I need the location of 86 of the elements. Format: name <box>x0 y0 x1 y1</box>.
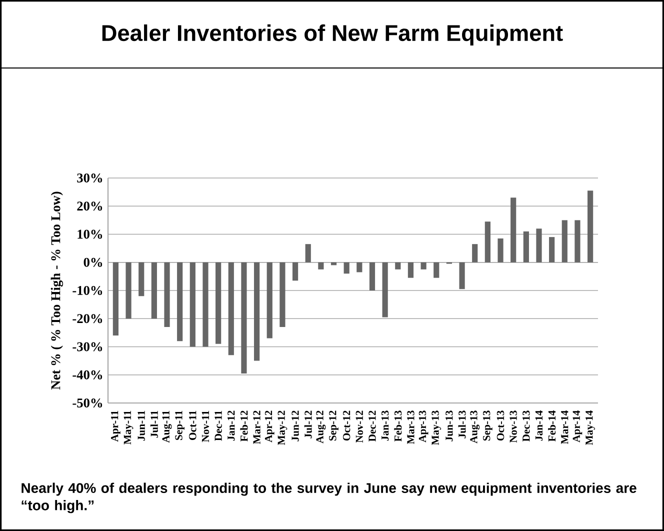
y-tick-label: 0% <box>84 258 102 267</box>
bar <box>588 190 594 262</box>
y-tick-label: -20% <box>72 314 102 324</box>
bar <box>202 262 208 347</box>
bar <box>241 262 247 374</box>
x-tick-label: Oct-11 <box>189 410 196 440</box>
x-tick-label: Dec-12 <box>368 410 376 442</box>
bar <box>510 198 516 262</box>
x-tick-label: Jul-13 <box>458 410 466 438</box>
x-tick-label: Dec-13 <box>522 410 530 442</box>
bar <box>549 237 555 262</box>
x-tick-label: May-12 <box>278 410 288 446</box>
bar <box>523 231 529 262</box>
bar <box>254 262 260 361</box>
x-tick-label: Jul-12 <box>304 410 312 438</box>
bar <box>216 262 222 344</box>
bar <box>420 262 426 270</box>
x-tick-label: Feb-12 <box>240 410 248 442</box>
bar <box>434 262 440 278</box>
x-tick-label: Apr-14 <box>572 410 582 442</box>
x-tick-label: Jan-13 <box>381 410 389 441</box>
bar <box>126 262 132 319</box>
x-tick-label: Jul-11 <box>150 410 158 438</box>
x-tick-label: Sep-11 <box>175 410 185 440</box>
bar <box>190 262 196 347</box>
bar <box>408 262 414 278</box>
x-tick-label: Nov-12 <box>356 410 363 443</box>
x-tick-label: Aug-12 <box>316 410 326 444</box>
x-tick-label: May-13 <box>432 410 442 446</box>
bar <box>382 262 388 318</box>
x-tick-label: Mar-12 <box>253 410 260 444</box>
bar <box>177 262 183 342</box>
x-tick-label: Aug-11 <box>162 410 172 443</box>
x-tick-label: Oct-12 <box>343 410 350 441</box>
x-tick-label: May-11 <box>124 410 134 444</box>
x-tick-label: Nov-13 <box>510 410 517 443</box>
x-tick-label: Nov-11 <box>202 410 210 442</box>
bar <box>369 262 376 290</box>
bar <box>562 220 568 262</box>
bar <box>164 262 170 328</box>
x-tick-label: Jun-13 <box>446 410 453 442</box>
x-tick-label: Aug-13 <box>470 410 480 444</box>
bar <box>574 220 580 262</box>
x-tick-label: Mar-13 <box>407 410 414 444</box>
bar <box>138 262 144 296</box>
x-tick-label: Mar-14 <box>561 410 568 444</box>
bar <box>356 262 362 272</box>
y-tick-label: -30% <box>72 342 102 352</box>
bar <box>344 262 350 274</box>
x-tick-label: Feb-14 <box>548 410 556 442</box>
y-tick-label: 30% <box>77 173 102 182</box>
bar <box>228 262 234 356</box>
y-tick-label: -40% <box>72 370 102 380</box>
x-tick-label: Jun-12 <box>292 410 299 442</box>
x-tick-label: Jan-12 <box>228 410 235 441</box>
x-tick-label: Oct-13 <box>496 410 504 441</box>
x-tick-label: Feb-13 <box>394 410 402 442</box>
y-tick-label: -10% <box>72 286 102 295</box>
bar <box>266 262 272 338</box>
bar <box>280 262 286 328</box>
bar <box>318 262 324 270</box>
text: Nearly 40% of dealers responding to the survey in June say new equipment inventories are “too high.” <box>22 482 636 514</box>
x-tick-label: Apr-12 <box>264 410 274 442</box>
y-tick-label: -50% <box>72 398 102 408</box>
bar <box>292 262 298 281</box>
bar <box>395 262 401 270</box>
x-tick-label: Jun-11 <box>138 410 145 441</box>
bar <box>112 262 118 336</box>
x-tick-label: Apr-11 <box>111 410 120 442</box>
x-tick-label: Sep-13 <box>483 410 492 441</box>
x-tick-label: Dec-11 <box>214 410 222 441</box>
x-tick-label: May-14 <box>586 410 595 446</box>
bar <box>151 262 157 319</box>
bar <box>305 244 311 262</box>
x-tick-label: Apr-13 <box>418 410 428 442</box>
x-tick-label: Sep-12 <box>329 410 338 441</box>
bar <box>498 238 504 262</box>
x-tick-label: Jan-14 <box>535 410 543 441</box>
bar <box>484 222 490 262</box>
y-tick-label: 20% <box>77 202 102 211</box>
y-axis-title: Net % ( % Too High - % Too Low) <box>50 192 64 390</box>
y-tick-label: 10% <box>78 230 102 239</box>
chart-title: Dealer Inventories of New Farm Equipment <box>102 24 563 46</box>
bar <box>536 228 542 262</box>
bar <box>459 262 465 290</box>
bar <box>472 244 478 262</box>
